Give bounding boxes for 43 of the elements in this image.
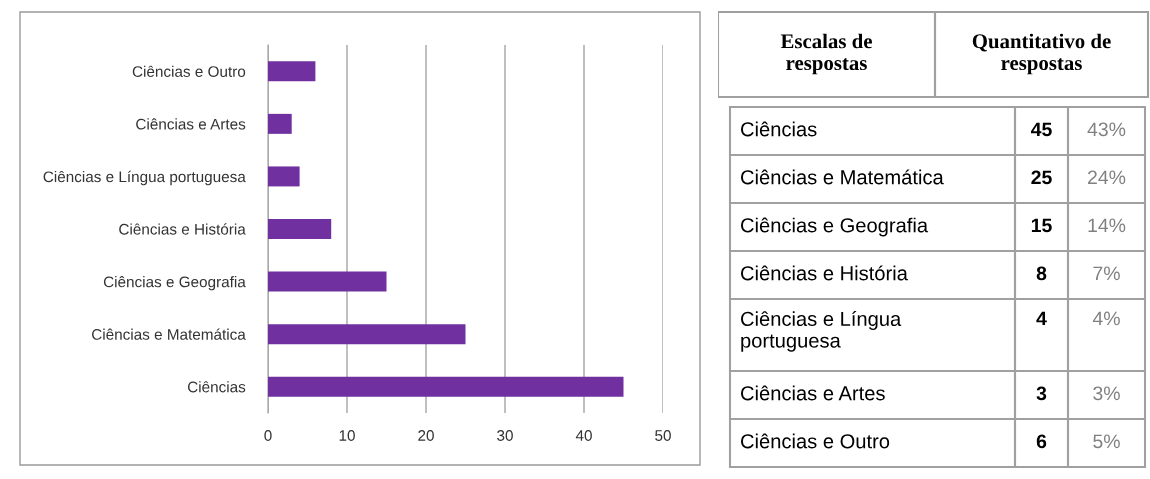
data-label: 24% [1088, 170, 1126, 185]
y-tick-label: Ciências e História [119, 223, 246, 235]
x-tick-label: 20 [418, 430, 434, 441]
x-tick-label: 0 [264, 430, 272, 441]
x-tick-label: 10 [339, 430, 355, 441]
x-tick-label: 40 [575, 430, 592, 441]
bar [268, 324, 466, 345]
bar [268, 166, 300, 187]
x-tick-label: 30 [497, 430, 513, 441]
category-label: Ciências e Matemática [741, 169, 944, 185]
y-tick-label: Ciências [187, 381, 246, 393]
y-tick-label: Ciências e Outro [132, 65, 246, 77]
data-label: 3% [1093, 386, 1120, 401]
y-tick-label: Ciências e Língua portuguesa [43, 170, 246, 186]
bar [268, 219, 332, 239]
category-label: Ciências e Artes [741, 385, 885, 401]
data-label: 6 [1036, 434, 1047, 449]
data-label: 45 [1030, 122, 1052, 137]
category-label: Ciências e História [741, 265, 908, 281]
category-label: Ciências e Geografia [741, 217, 929, 237]
bar [268, 61, 316, 82]
data-label: 15 [1031, 218, 1052, 233]
bar [268, 113, 292, 134]
y-tick-label: Ciências e Artes [136, 118, 246, 130]
data-label: 7% [1093, 266, 1120, 281]
data-label: 8 [1036, 266, 1047, 281]
category-label: Ciências e Outro [741, 433, 890, 449]
category-label: Ciências [741, 121, 817, 137]
data-label: 43% [1087, 122, 1126, 137]
data-label: 3 [1036, 386, 1047, 401]
y-tick-label: Ciências e Geografia [103, 276, 246, 291]
data-label: 5% [1093, 434, 1120, 449]
y-tick-label: Ciências e Matemática [92, 328, 246, 340]
x-tick-label: 50 [655, 430, 671, 441]
data-label: 25 [1031, 170, 1052, 185]
text: Quantitativo de respostas [972, 33, 1111, 75]
data-label: 4 [1036, 311, 1047, 326]
category-label: Ciências e Língua portuguesa [741, 311, 902, 352]
text: Escalas de respostas [780, 33, 872, 75]
data-label: 14% [1088, 218, 1126, 233]
bar [268, 271, 387, 292]
bar [268, 376, 624, 397]
data-label: 4% [1092, 311, 1120, 326]
